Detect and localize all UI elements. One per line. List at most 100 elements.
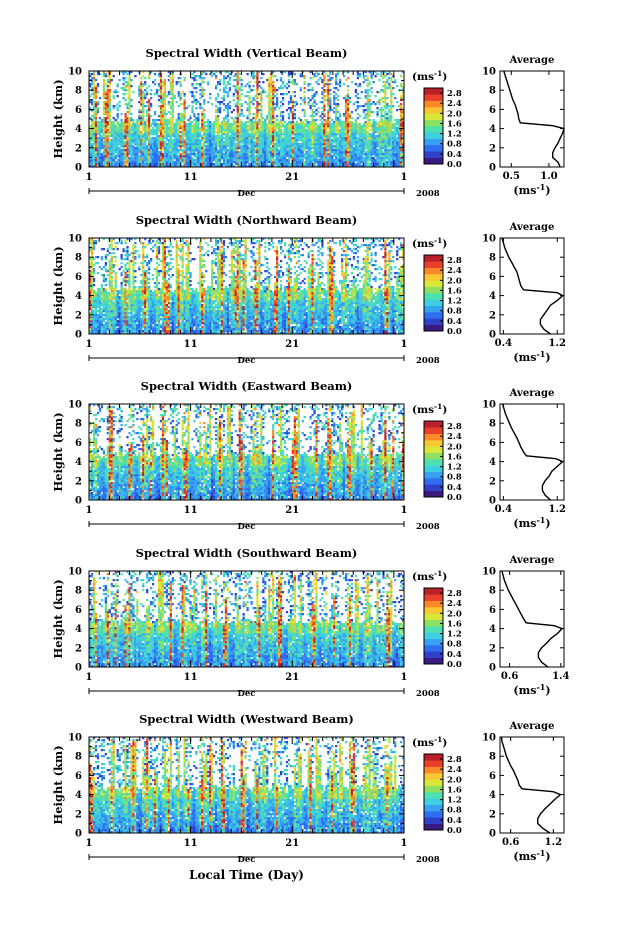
heatmap-cell: [224, 115, 228, 118]
heatmap-cell: [382, 159, 385, 162]
heatmap-cell: [132, 147, 135, 150]
heatmap-cell: [272, 159, 275, 162]
heatmap-cell: [104, 105, 107, 108]
heatmap-cell: [325, 157, 328, 160]
heatmap-cell: [264, 133, 267, 136]
heatmap-cell: [252, 135, 255, 138]
heatmap-cell: [366, 151, 369, 154]
heatmap-cell: [344, 139, 348, 142]
heatmap-cell: [321, 131, 324, 134]
heatmap-cell: [201, 113, 204, 116]
heatmap-cell: [352, 127, 356, 130]
heatmap-cell: [177, 131, 180, 134]
heatmap-cell: [215, 149, 218, 152]
heatmap-cell: [394, 81, 397, 84]
heatmap-cell: [315, 129, 318, 132]
heatmap-cell: [96, 147, 100, 150]
heatmap-cell: [94, 139, 98, 142]
heatmap-cell: [102, 89, 105, 92]
heatmap-cell: [246, 127, 249, 130]
heatmap-cell: [252, 117, 255, 120]
heatmap-cell: [380, 159, 383, 162]
heatmap-cell: [382, 161, 385, 164]
heatmap-cell: [276, 101, 279, 104]
heatmap-cell: [205, 149, 208, 152]
heatmap-cell: [341, 157, 344, 160]
heatmap-cell: [339, 163, 342, 166]
heatmap-cell: [262, 151, 265, 154]
heatmap-cell: [98, 73, 102, 76]
heatmap-cell: [122, 71, 125, 74]
heatmap-cell: [236, 133, 239, 136]
heatmap-cell: [148, 99, 151, 102]
heatmap-cell: [358, 97, 361, 100]
heatmap-cell: [374, 125, 377, 128]
heatmap-cell: [386, 155, 389, 158]
heatmap-cell: [295, 161, 298, 164]
heatmap-cell: [163, 119, 167, 122]
heatmap-cell: [169, 125, 172, 128]
heatmap-cell: [354, 139, 357, 142]
heatmap-cell: [337, 73, 340, 76]
heatmap-cell: [319, 125, 322, 128]
heatmap-cell: [169, 85, 172, 88]
heatmap-cell: [394, 161, 397, 164]
heatmap-cell: [197, 129, 200, 132]
heatmap-cell: [169, 77, 172, 80]
heatmap-cell: [396, 123, 399, 126]
heatmap-cell: [319, 157, 322, 160]
heatmap-cell: [380, 123, 383, 126]
heatmap-cell: [378, 131, 381, 134]
heatmap-cell: [311, 137, 314, 140]
heatmap-cell: [122, 163, 125, 166]
heatmap-cell: [236, 165, 239, 168]
heatmap-cell: [319, 149, 322, 152]
heatmap-cell: [152, 127, 155, 130]
heatmap-cell: [140, 155, 143, 158]
heatmap-cell: [291, 133, 294, 136]
heatmap-cell: [215, 143, 218, 146]
heatmap-cell: [161, 161, 165, 164]
heatmap-cell: [327, 143, 330, 146]
heatmap-cell: [213, 137, 216, 140]
heatmap-cell: [89, 145, 92, 148]
heatmap-cell: [230, 159, 233, 162]
heatmap-cell: [224, 123, 228, 126]
heatmap-cell: [307, 127, 310, 130]
heatmap-cell: [108, 129, 111, 132]
heatmap-cell: [157, 89, 161, 92]
heatmap-cell: [142, 111, 145, 114]
heatmap-cell: [270, 135, 273, 138]
heatmap-cell: [201, 111, 204, 114]
heatmap-cell: [342, 149, 346, 152]
heatmap-cell: [360, 129, 363, 132]
heatmap-cell: [285, 109, 289, 112]
heatmap-cell: [276, 123, 279, 126]
heatmap-cell: [352, 129, 356, 132]
heatmap-cell: [378, 125, 381, 128]
heatmap-cell: [354, 91, 357, 94]
heatmap-cell: [252, 75, 255, 78]
heatmap-cell: [319, 143, 322, 146]
heatmap-cell: [124, 85, 127, 88]
heatmap-cell: [205, 135, 208, 138]
heatmap-cell: [216, 139, 220, 142]
heatmap-cell: [100, 123, 104, 126]
heatmap-cell: [268, 133, 271, 136]
heatmap-cell: [152, 131, 155, 134]
heatmap-cell: [291, 127, 294, 130]
heatmap-cell: [228, 123, 231, 126]
heatmap-cell: [167, 93, 170, 96]
heatmap-cell: [203, 125, 206, 128]
heatmap-cell: [108, 79, 111, 82]
heatmap-cell: [126, 127, 129, 130]
heatmap-cell: [364, 159, 367, 162]
heatmap-cell: [321, 151, 324, 154]
heatmap-cell: [128, 133, 131, 136]
heatmap-cell: [358, 83, 361, 86]
heatmap-cell: [323, 85, 326, 88]
heatmap-cell: [201, 81, 204, 84]
heatmap-cell: [297, 161, 300, 164]
heatmap-cell: [136, 157, 139, 160]
heatmap-cell: [108, 143, 111, 146]
